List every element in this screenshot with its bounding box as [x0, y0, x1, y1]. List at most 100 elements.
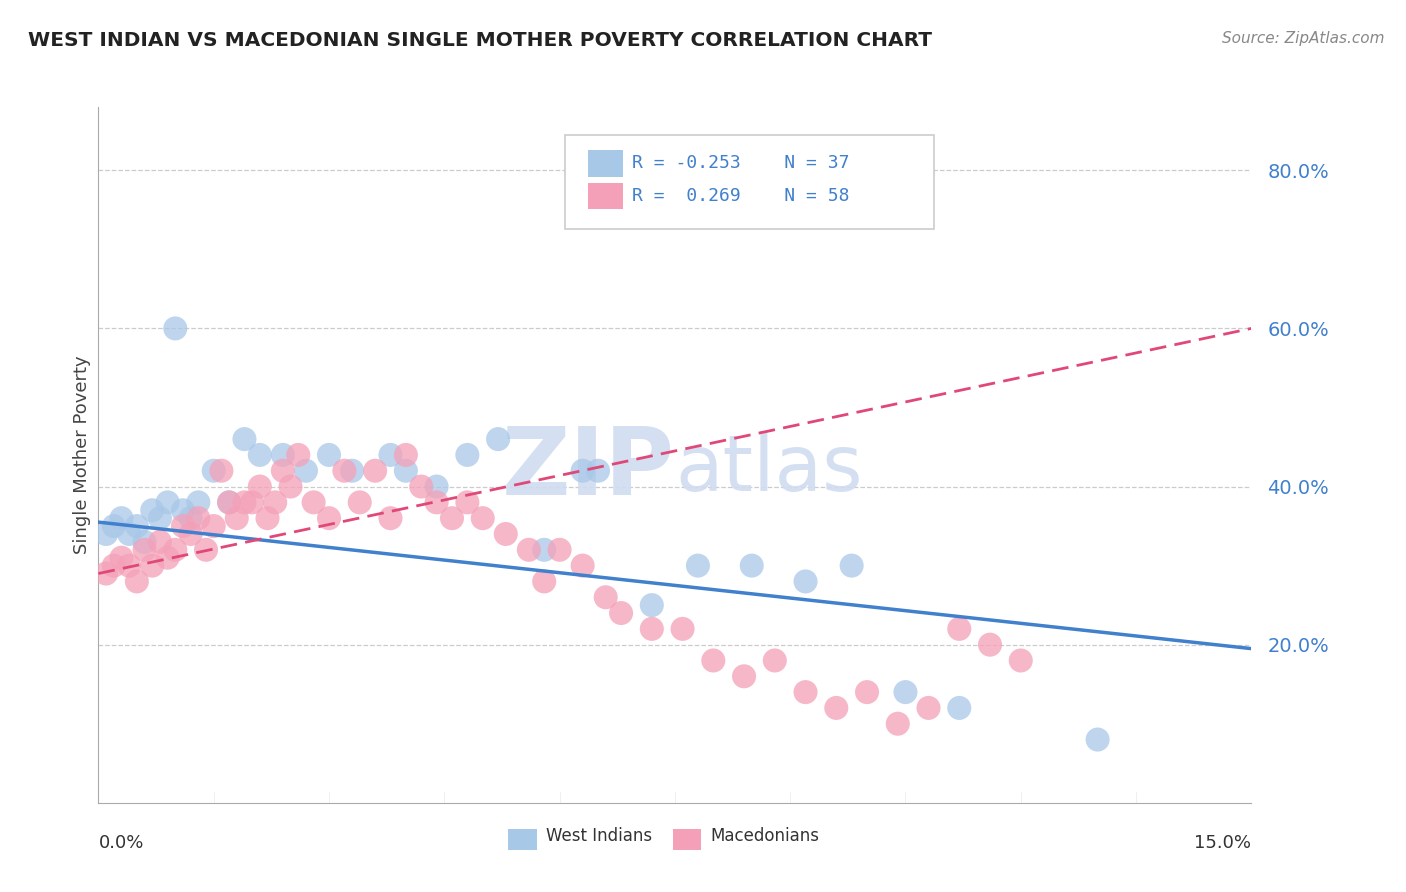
Point [94, 527, 117, 541]
Point [134, 542, 156, 557]
Text: WEST INDIAN VS MACEDONIAN SINGLE MOTHER POVERTY CORRELATION CHART: WEST INDIAN VS MACEDONIAN SINGLE MOTHER … [28, 31, 932, 50]
Point [426, 495, 449, 509]
Point [948, 701, 970, 715]
Text: R = -0.253    N = 37: R = -0.253 N = 37 [633, 154, 849, 172]
Point [156, 550, 179, 565]
Bar [589, 183, 623, 210]
Point [671, 622, 693, 636]
Text: atlas: atlas [675, 431, 862, 507]
Point [533, 574, 555, 589]
Point [103, 519, 125, 533]
Text: R =  0.269    N = 58: R = 0.269 N = 58 [633, 187, 849, 205]
Point [165, 542, 187, 557]
Point [1010, 653, 1032, 667]
Point [218, 495, 240, 509]
Point [94, 566, 117, 581]
Point [741, 558, 763, 573]
Point [172, 519, 194, 533]
Point [180, 527, 202, 541]
Point [702, 653, 724, 667]
Point [218, 495, 240, 509]
Text: 15.0%: 15.0% [1194, 834, 1251, 852]
Point [533, 542, 555, 557]
Point [110, 550, 132, 565]
Point [134, 534, 156, 549]
Point [225, 511, 247, 525]
Point [118, 527, 141, 541]
Point [948, 622, 970, 636]
Point [149, 534, 172, 549]
Bar [508, 830, 537, 850]
Point [149, 511, 172, 525]
Point [318, 511, 340, 525]
Point [195, 542, 218, 557]
Text: Macedonians: Macedonians [710, 827, 820, 846]
Point [917, 701, 939, 715]
Point [333, 464, 356, 478]
Point [380, 511, 402, 525]
Point [641, 622, 664, 636]
Point [302, 495, 325, 509]
Point [202, 464, 225, 478]
Point [271, 448, 294, 462]
Point [586, 464, 609, 478]
Point [411, 479, 433, 493]
Point [440, 511, 463, 525]
Point [165, 321, 187, 335]
Point [280, 479, 302, 493]
Text: 0.0%: 0.0% [98, 834, 143, 852]
Point [495, 527, 517, 541]
FancyBboxPatch shape [565, 135, 935, 229]
Point [380, 448, 402, 462]
Point [209, 464, 232, 478]
Point [426, 479, 449, 493]
Point [887, 716, 910, 731]
Bar [589, 150, 623, 177]
Point [686, 558, 709, 573]
Point [249, 479, 271, 493]
Point [856, 685, 879, 699]
Point [287, 448, 309, 462]
Point [763, 653, 786, 667]
Point [395, 464, 418, 478]
Point [202, 519, 225, 533]
Bar [672, 830, 702, 850]
Point [456, 448, 478, 462]
Point [249, 448, 271, 462]
Point [233, 495, 256, 509]
Point [256, 511, 278, 525]
Point [180, 511, 202, 525]
Point [118, 558, 141, 573]
Point [271, 464, 294, 478]
Point [794, 574, 817, 589]
Point [318, 448, 340, 462]
Y-axis label: Single Mother Poverty: Single Mother Poverty [73, 356, 91, 554]
Point [349, 495, 371, 509]
Point [825, 701, 848, 715]
Point [610, 606, 633, 620]
Point [571, 464, 593, 478]
Point [595, 591, 617, 605]
Point [110, 511, 132, 525]
Text: ZIP: ZIP [502, 423, 675, 515]
Point [340, 464, 363, 478]
Point [264, 495, 287, 509]
Point [1087, 732, 1109, 747]
Point [141, 558, 163, 573]
Point [486, 432, 509, 446]
Point [548, 542, 571, 557]
Point [364, 464, 387, 478]
Point [471, 511, 494, 525]
Point [456, 495, 478, 509]
Point [240, 495, 263, 509]
Point [894, 685, 917, 699]
Point [187, 511, 209, 525]
Point [517, 542, 540, 557]
Point [979, 638, 1001, 652]
Point [395, 448, 418, 462]
Point [641, 598, 664, 612]
Point [794, 685, 817, 699]
Text: West Indians: West Indians [546, 827, 652, 846]
Point [187, 495, 209, 509]
Point [571, 558, 593, 573]
